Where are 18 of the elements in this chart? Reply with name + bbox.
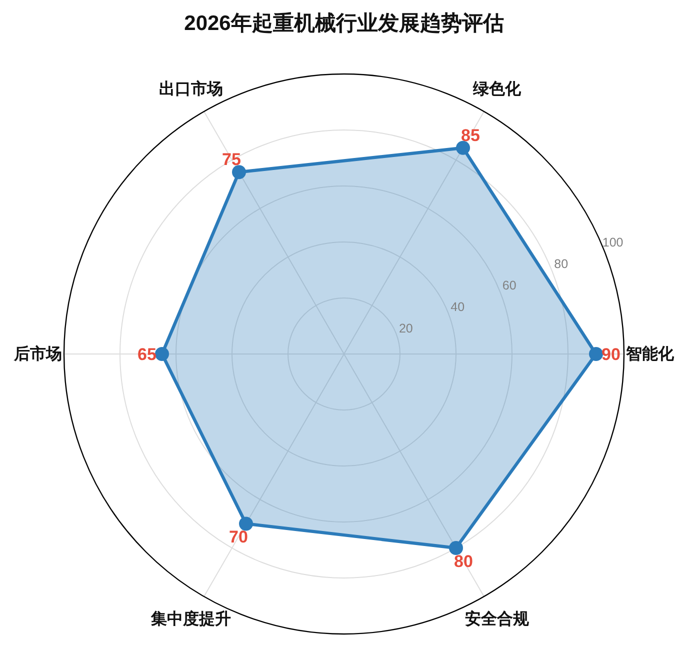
ytick: 100 — [602, 236, 624, 250]
category: 安全合规 — [465, 610, 529, 628]
category: 后市场 — [14, 346, 62, 362]
data-label: 85 — [461, 125, 480, 144]
ytick: 20 — [398, 321, 413, 336]
data-label: 75 — [222, 150, 241, 169]
data-label: 80 — [454, 551, 473, 570]
category: 出口市场 — [159, 80, 223, 98]
category: 绿色化 — [473, 80, 521, 98]
data-label: 90 — [602, 344, 620, 364]
data-label: 65 — [138, 344, 156, 364]
title: 2026年起重机械行业发展趋势评估 — [184, 12, 504, 34]
ytick: 40 — [450, 300, 465, 314]
ytick: 60 — [502, 278, 516, 292]
ytick: 80 — [554, 257, 568, 272]
category: 集中度提升 — [151, 610, 231, 628]
category: 智能化 — [626, 346, 674, 362]
data-label: 70 — [229, 527, 248, 546]
